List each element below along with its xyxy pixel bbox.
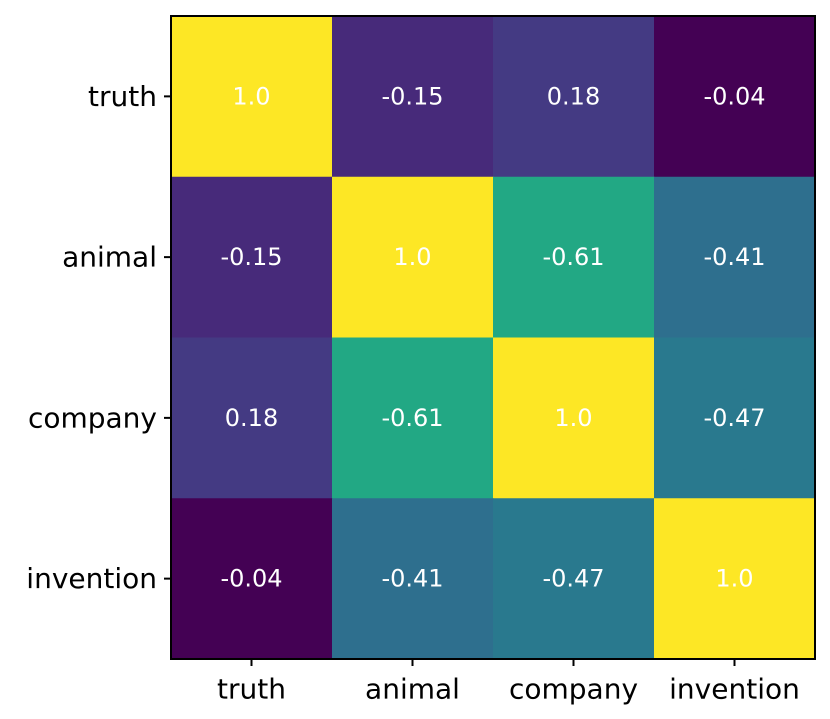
cell-value-label: -0.41: [381, 565, 443, 593]
heatmap-cell-animal-animal: [332, 176, 494, 338]
heatmap-cell-invention-invention: [654, 498, 816, 660]
heatmap-cell-truth-invention: [654, 16, 816, 178]
heatmap-cells: [171, 16, 816, 660]
heatmap-cell-company-truth: [171, 337, 333, 499]
heatmap-value-labels: 1.0 -0.15 0.18 -0.04 -0.15 1.0 -0.61 -0.41 0.18 -…: [220, 82, 765, 592]
cell-value-label: 1.0: [232, 82, 270, 110]
y-tick-label: animal: [62, 241, 157, 274]
heatmap-cell-invention-truth: [171, 498, 333, 660]
heatmap-cell-invention-company: [493, 498, 655, 660]
heatmap-cell-animal-company: [493, 176, 655, 338]
heatmap-cell-truth-company: [493, 16, 655, 178]
plot-frame: [170, 15, 816, 660]
heatmap-cell-animal-invention: [654, 176, 816, 338]
cell-value-label: -0.47: [703, 404, 765, 432]
cell-value-label: 1.0: [393, 243, 431, 271]
heatmap-cell-truth-animal: [332, 16, 494, 178]
y-tick-label: company: [28, 401, 157, 434]
x-tick-label: animal: [365, 673, 460, 706]
heatmap-cell-invention-animal: [332, 498, 494, 660]
cell-value-label: -0.04: [703, 82, 765, 110]
cell-value-label: -0.47: [542, 565, 604, 593]
cell-value-label: -0.15: [220, 243, 282, 271]
y-tick-label: truth: [88, 80, 157, 113]
cell-value-label: -0.41: [703, 243, 765, 271]
y-tick-label: invention: [26, 562, 157, 595]
cell-value-label: -0.61: [542, 243, 604, 271]
heatmap-cell-company-animal: [332, 337, 494, 499]
cell-value-label: -0.15: [381, 82, 443, 110]
cell-value-label: 1.0: [715, 565, 753, 593]
heatmap-cell-company-company: [493, 337, 655, 499]
cell-value-label: -0.04: [220, 565, 282, 593]
cell-value-label: -0.61: [381, 404, 443, 432]
heatmap-cell-animal-truth: [171, 176, 333, 338]
cell-value-label: 1.0: [554, 404, 592, 432]
cell-value-label: 0.18: [225, 404, 278, 432]
x-tick-label: company: [509, 673, 638, 706]
y-axis: truth animal company invention: [26, 80, 171, 595]
x-tick-label: truth: [217, 673, 286, 706]
x-axis: truth animal company invention: [217, 659, 800, 706]
cell-value-label: 0.18: [547, 82, 600, 110]
x-tick-label: invention: [669, 673, 800, 706]
heatmap-cell-company-invention: [654, 337, 816, 499]
heatmap-cell-truth-truth: [171, 16, 333, 178]
